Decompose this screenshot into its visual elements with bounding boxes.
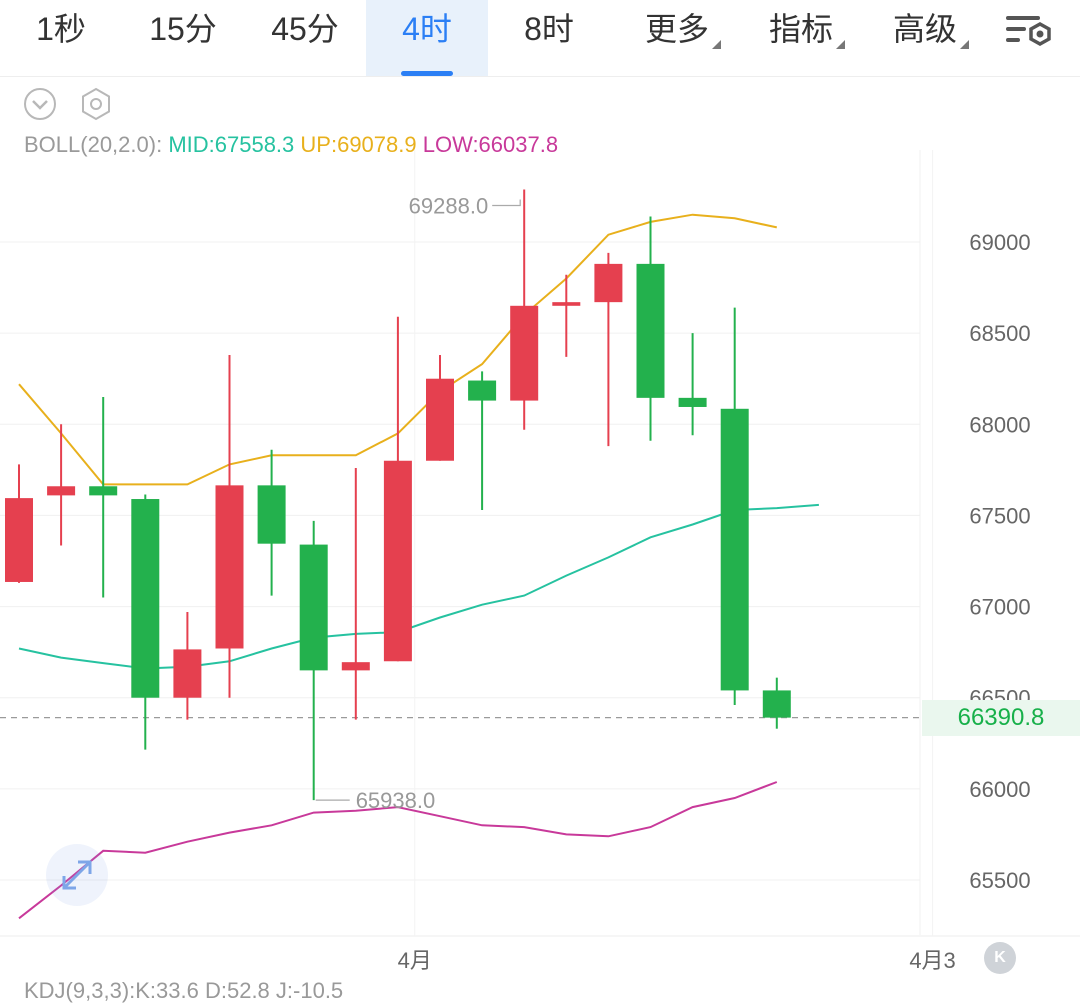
candle-body: [299, 544, 328, 671]
tab-8h[interactable]: 8时: [488, 0, 610, 76]
candle-body: [510, 305, 539, 401]
candle-body: [762, 690, 791, 718]
chevron-down-circle-icon: [24, 88, 56, 120]
candle-body: [131, 499, 160, 698]
candle-body: [383, 460, 412, 662]
tab-45m[interactable]: 45分: [244, 0, 366, 76]
boll-up: UP:69078.9: [300, 132, 417, 157]
tab-label: 4时: [402, 11, 452, 47]
candle-body: [173, 649, 202, 698]
chart-settings-icon: [1006, 16, 1051, 47]
candle: [131, 494, 160, 750]
tab-label: 高级: [892, 11, 957, 47]
candle: [5, 464, 33, 583]
boll-low: LOW:66037.8: [422, 132, 559, 157]
dropdown-caret-icon: [836, 40, 845, 49]
tab-1s[interactable]: 1秒: [0, 0, 122, 76]
tab-indicators[interactable]: 指标: [746, 0, 856, 76]
candle: [720, 307, 749, 706]
candle: [468, 371, 497, 510]
kdj-legend: KDJ(9,3,3):K:33.6 D:52.8 J:-10.5: [24, 978, 344, 1003]
high-price-annotation: 69288.0: [409, 194, 489, 219]
tab-label: 45分: [271, 11, 339, 47]
candle: [173, 612, 202, 720]
candle-body: [257, 485, 286, 544]
x-tick-label: 4月3: [909, 948, 955, 973]
candle-body: [678, 397, 707, 407]
candle-body: [594, 263, 623, 303]
tab-label: 8时: [524, 11, 574, 47]
y-tick-label: 68000: [969, 412, 1030, 437]
candle: [299, 520, 328, 801]
candle: [47, 424, 76, 546]
candle-body: [426, 378, 454, 461]
boll-mid: MID:67558.3: [168, 132, 295, 157]
candle: [510, 189, 539, 430]
candle-body: [89, 486, 118, 496]
dropdown-caret-icon: [960, 40, 969, 49]
active-tab-indicator: [401, 71, 453, 76]
candle-body: [47, 486, 76, 496]
tab-more[interactable]: 更多: [622, 0, 732, 76]
candle: [678, 333, 707, 436]
candle: [89, 396, 118, 598]
annotation-leader: [492, 199, 521, 207]
tab-advanced[interactable]: 高级: [870, 0, 980, 76]
tab-label: 1秒: [36, 11, 86, 47]
tab-label: 更多: [644, 11, 709, 47]
candle: [383, 316, 412, 662]
candle-body: [468, 380, 497, 401]
boll-low-line: [18, 781, 778, 920]
timeframe-tab-bar: 1秒 15分 45分 4时 8时 更多 指标 高级: [0, 0, 1080, 77]
candle-body: [5, 498, 33, 582]
candle-body: [552, 302, 581, 306]
y-tick-label: 67000: [969, 595, 1030, 620]
candle: [636, 216, 665, 441]
y-tick-label: 69000: [969, 230, 1030, 255]
y-tick-label: 68500: [969, 321, 1030, 346]
candle-body: [341, 662, 370, 671]
hexagon-settings-icon: [82, 87, 110, 121]
tab-label: 15分: [149, 11, 217, 47]
tab-15m[interactable]: 15分: [122, 0, 244, 76]
candle-body: [215, 485, 244, 649]
indicator-settings-button[interactable]: [78, 86, 114, 122]
candle-body: [636, 263, 665, 398]
dropdown-caret-icon: [712, 40, 721, 49]
candle: [762, 677, 791, 729]
candle: [215, 355, 244, 698]
y-tick-label: 66000: [969, 777, 1030, 802]
candle-body: [720, 408, 749, 691]
tab-label: 指标: [768, 11, 833, 47]
kline-badge[interactable]: K: [984, 942, 1016, 974]
boll-legend: BOLL(20,2.0): MID:67558.3 UP:69078.9 LOW…: [24, 132, 558, 158]
boll-label: BOLL(20,2.0):: [24, 132, 163, 157]
y-tick-label: 67500: [969, 503, 1030, 528]
y-tick-label: 65500: [969, 868, 1030, 893]
chart-settings-button[interactable]: [1000, 8, 1060, 58]
x-tick-label: 4月: [398, 948, 432, 973]
candle: [426, 355, 454, 461]
collapse-button[interactable]: [22, 86, 58, 122]
expand-arrows-icon: [62, 860, 92, 890]
current-price-label: 66390.8: [922, 699, 1080, 736]
candle: [257, 449, 286, 596]
low-price-annotation: 65938.0: [356, 788, 436, 813]
expand-chart-button[interactable]: [46, 844, 108, 906]
candle: [594, 252, 623, 447]
candle: [341, 468, 370, 720]
candle: [552, 274, 581, 357]
tab-4h[interactable]: 4时: [366, 0, 488, 76]
candlestick-chart[interactable]: 6900068500680006750067000665006600065500…: [0, 150, 1080, 980]
